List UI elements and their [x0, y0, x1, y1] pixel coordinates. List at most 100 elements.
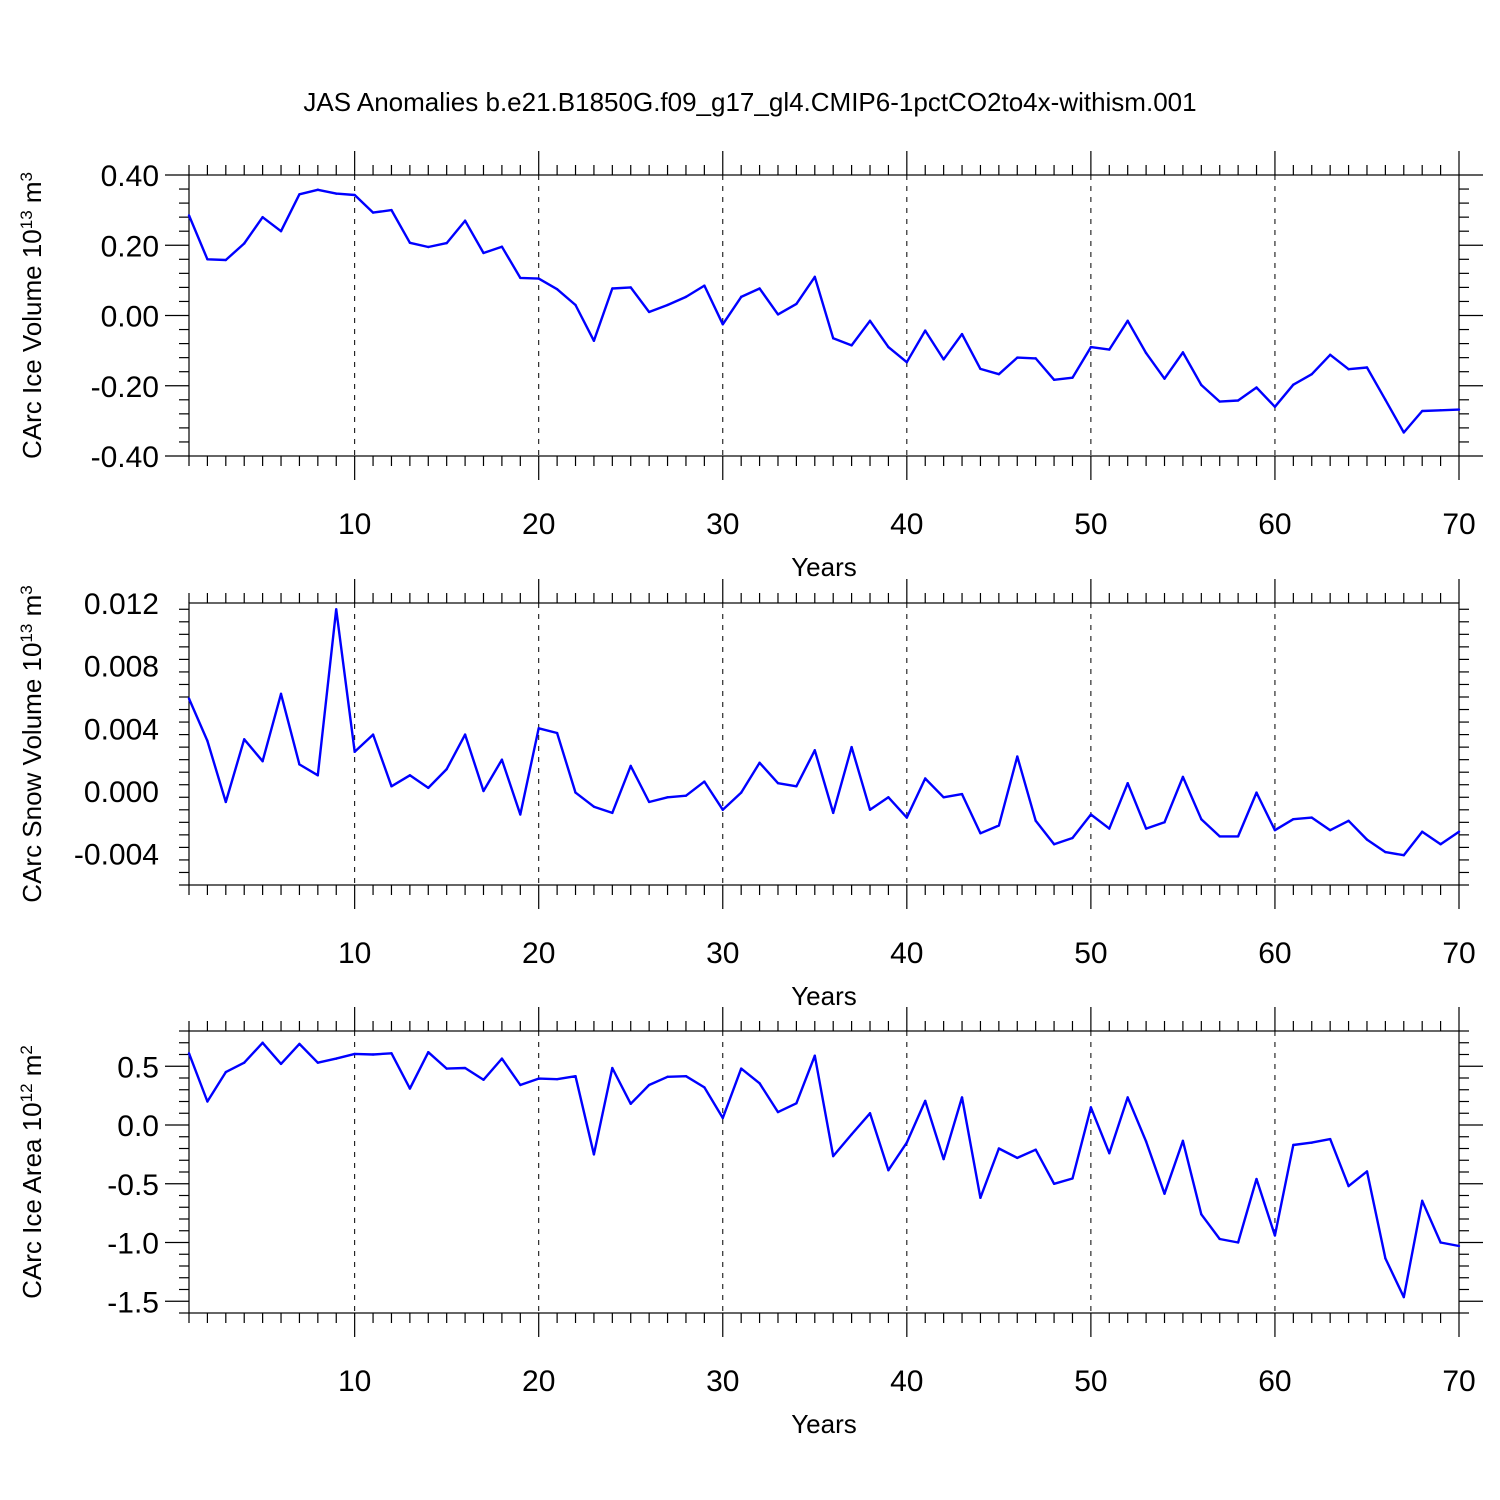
- data-point: [611, 811, 614, 815]
- data-point: [519, 1083, 522, 1087]
- data-point: [463, 1066, 467, 1070]
- data-point: [243, 242, 246, 245]
- data-point: [555, 731, 559, 735]
- data-point: [445, 241, 448, 245]
- data-point: [371, 733, 375, 736]
- data-point: [721, 323, 724, 326]
- data-point: [942, 796, 945, 799]
- x-tick-label: 70: [1442, 508, 1475, 541]
- data-point: [739, 1067, 743, 1070]
- data-point: [1384, 850, 1387, 854]
- data-point: [555, 1077, 559, 1081]
- data-point: [279, 692, 283, 696]
- data-point: [684, 295, 688, 299]
- y-axis-label-superscript: 2: [17, 1045, 36, 1054]
- data-point: [1052, 1182, 1056, 1185]
- data-point: [224, 1070, 228, 1074]
- data-point: [1292, 1143, 1295, 1147]
- data-point: [243, 1061, 246, 1064]
- x-tick-label: 60: [1258, 937, 1291, 970]
- data-point: [905, 1141, 909, 1144]
- data-point: [1034, 819, 1037, 822]
- data-point: [721, 1116, 724, 1120]
- data-point: [519, 813, 522, 816]
- x-tick-label: 10: [338, 937, 371, 970]
- data-point: [1439, 409, 1442, 412]
- x-tick-label: 40: [890, 937, 923, 970]
- data-point: [1420, 1199, 1424, 1202]
- data-point: [1163, 821, 1166, 824]
- x-tick-label: 30: [706, 508, 739, 541]
- data-point: [482, 1078, 485, 1081]
- data-point: [463, 733, 467, 736]
- y-axis-label-part: CArc Ice Volume 10: [17, 229, 47, 459]
- data-point: [1016, 755, 1019, 758]
- data-point: [592, 339, 596, 342]
- data-point: [1310, 816, 1313, 819]
- data-point: [279, 1062, 283, 1066]
- data-point: [1420, 830, 1424, 833]
- data-point: [574, 791, 577, 794]
- data-point: [758, 287, 761, 290]
- data-point: [298, 1042, 301, 1046]
- data-point: [1236, 1241, 1240, 1244]
- y-tick-label: -0.004: [74, 839, 159, 872]
- y-axis-label-superscript: 3: [17, 172, 36, 181]
- data-point: [721, 808, 724, 811]
- data-point: [390, 785, 393, 788]
- data-point: [1384, 1257, 1387, 1260]
- x-tick-label: 40: [890, 508, 923, 541]
- data-point: [353, 1052, 356, 1056]
- data-point: [1071, 836, 1074, 840]
- data-point: [1365, 1170, 1369, 1173]
- data-point: [1439, 843, 1442, 846]
- data-point: [1292, 818, 1295, 821]
- data-point: [1420, 409, 1424, 413]
- data-point: [1273, 828, 1277, 832]
- y-tick-label: 0.00: [101, 301, 159, 334]
- data-point: [206, 258, 209, 261]
- data-point: [316, 774, 320, 777]
- data-point: [1181, 351, 1185, 354]
- data-point: [887, 345, 890, 349]
- x-tick-label: 20: [522, 937, 555, 970]
- data-point: [1218, 1237, 1221, 1241]
- data-point: [795, 785, 798, 788]
- data-point: [261, 760, 264, 763]
- data-point: [850, 745, 853, 749]
- data-point: [1402, 431, 1405, 434]
- data-point: [739, 295, 743, 299]
- data-point: [1034, 1148, 1037, 1151]
- data-point: [224, 800, 228, 804]
- x-tick-label: 30: [706, 1365, 739, 1398]
- data-point: [868, 808, 872, 811]
- data-point: [1310, 372, 1313, 376]
- data-point: [261, 215, 264, 219]
- data-point: [1108, 1152, 1111, 1155]
- x-tick-label: 50: [1074, 1365, 1107, 1398]
- data-point: [1089, 1106, 1093, 1109]
- data-point: [1347, 819, 1350, 822]
- data-point: [924, 1099, 927, 1103]
- data-point: [979, 832, 982, 835]
- data-point: [408, 774, 412, 777]
- data-point: [482, 789, 485, 793]
- data-point: [298, 763, 301, 766]
- data-point: [703, 284, 706, 287]
- data-point: [1181, 1139, 1185, 1143]
- data-point: [187, 697, 191, 700]
- data-point: [1089, 345, 1093, 349]
- data-point: [335, 192, 338, 195]
- data-point: [1365, 366, 1369, 369]
- data-point: [445, 767, 448, 771]
- x-tick-label: 10: [338, 1365, 371, 1398]
- data-point: [482, 251, 485, 255]
- data-point: [335, 1057, 338, 1060]
- chart-panels: -0.40 -0.20 0.00 0.20 0.40 10 20 30 40 50 60 70 Year…: [17, 151, 1483, 1439]
- y-axis-label-superscript: 13: [17, 210, 36, 229]
- data-point: [611, 1066, 614, 1070]
- y-tick-label: 0.004: [84, 713, 159, 746]
- data-point: [1218, 835, 1221, 838]
- data-point: [942, 358, 945, 361]
- data-point: [666, 1075, 669, 1079]
